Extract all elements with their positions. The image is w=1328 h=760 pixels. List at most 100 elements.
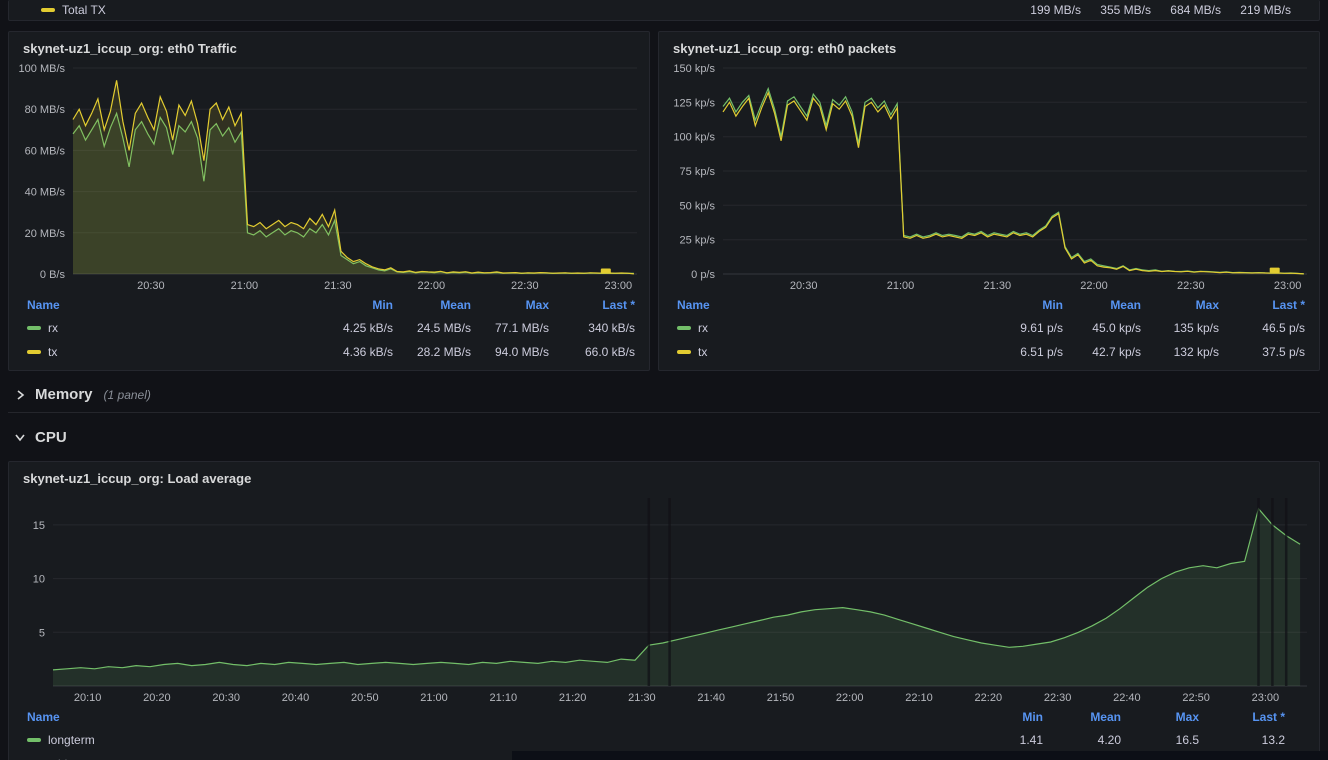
legend-header-name[interactable]: Name (27, 710, 60, 724)
svg-text:21:00: 21:00 (887, 280, 915, 292)
total-tx-mean: 355 MB/s (1100, 2, 1151, 17)
svg-text:22:30: 22:30 (1177, 280, 1205, 292)
tx-max: 94.0 MB/s (494, 345, 549, 359)
svg-text:150 kp/s: 150 kp/s (673, 63, 715, 75)
svg-text:60 MB/s: 60 MB/s (25, 145, 66, 157)
legend-header-max[interactable]: Max (525, 298, 549, 312)
total-tx-series-swatch (41, 7, 55, 12)
legend-header-min[interactable]: Min (372, 298, 393, 312)
tx-series-label[interactable]: tx (48, 345, 58, 359)
svg-text:22:10: 22:10 (905, 692, 933, 704)
rx-mean: 45.0 kp/s (1092, 321, 1141, 335)
svg-text:21:20: 21:20 (559, 692, 587, 704)
svg-text:22:00: 22:00 (836, 692, 864, 704)
svg-text:25 kp/s: 25 kp/s (680, 235, 716, 247)
chevron-right-icon (14, 389, 26, 401)
rx-series-label[interactable]: rx (48, 321, 58, 335)
legend-header-row: Name Min Mean Max Last * (677, 294, 1305, 316)
row-panel-count: (1 panel) (103, 387, 151, 402)
panel-title-load[interactable]: skynet-uz1_iccup_org: Load average (23, 471, 252, 486)
svg-text:21:50: 21:50 (767, 692, 795, 704)
legend-header-max[interactable]: Max (1175, 710, 1199, 724)
longterm-series-label[interactable]: longterm (48, 733, 95, 747)
total-tx-max: 684 MB/s (1170, 2, 1221, 17)
total-tx-panel: Total TX 199 MB/s 355 MB/s 684 MB/s 219 … (8, 0, 1320, 21)
tx-series-label[interactable]: tx (698, 345, 708, 359)
total-tx-min: 199 MB/s (1030, 2, 1081, 17)
rx-max: 77.1 MB/s (494, 321, 549, 335)
legend-row-longterm: longterm 1.41 4.20 16.5 13.2 (27, 728, 1285, 752)
tx-series-swatch (677, 350, 691, 354)
panel-title-traffic[interactable]: skynet-uz1_iccup_org: eth0 Traffic (23, 41, 237, 56)
eth0-packets-chart[interactable]: 0 p/s 25 kp/s 50 kp/s 75 kp/s 100 kp/s 125 kp… (659, 58, 1319, 294)
load-average-chart[interactable]: 5 10 15 20:10 20:20 20:30 20:40 20:50 21:00 21:10… (9, 488, 1319, 706)
svg-text:10: 10 (33, 574, 45, 586)
row-title-memory: Memory (35, 386, 93, 403)
svg-text:23:00: 23:00 (605, 280, 633, 292)
longterm-last: 13.2 (1261, 733, 1285, 747)
eth0-traffic-chart[interactable]: 0 B/s 20 MB/s 40 MB/s 60 MB/s 80 MB/s 100 MB/… (9, 58, 649, 294)
legend-header-row: Name Min Mean Max Last * (27, 706, 1285, 728)
tx-series-swatch (27, 350, 41, 354)
total-tx-series-label[interactable]: Total TX (62, 2, 106, 17)
rx-series-swatch (677, 326, 691, 330)
load-average-panel: skynet-uz1_iccup_org: Load average 5 10 15… (8, 461, 1320, 760)
legend-header-mean[interactable]: Mean (440, 298, 471, 312)
legend-header-last[interactable]: Last * (1252, 710, 1285, 724)
svg-text:20:10: 20:10 (74, 692, 102, 704)
tx-mean: 28.2 MB/s (416, 345, 471, 359)
tx-last: 37.5 p/s (1262, 345, 1305, 359)
legend-header-mean[interactable]: Mean (1090, 710, 1121, 724)
svg-text:22:00: 22:00 (418, 280, 446, 292)
svg-text:50 kp/s: 50 kp/s (680, 200, 716, 212)
legend-header-name[interactable]: Name (27, 298, 60, 312)
legend-header-min[interactable]: Min (1022, 710, 1043, 724)
tx-mean: 42.7 kp/s (1092, 345, 1141, 359)
tx-last: 66.0 kB/s (584, 345, 635, 359)
legend-header-mean[interactable]: Mean (1110, 298, 1141, 312)
svg-text:20:30: 20:30 (137, 280, 165, 292)
svg-text:0 B/s: 0 B/s (40, 269, 66, 281)
rx-min: 4.25 kB/s (342, 321, 393, 335)
svg-text:22:40: 22:40 (1113, 692, 1141, 704)
legend-header-min[interactable]: Min (1042, 298, 1063, 312)
total-tx-legend-row: Total TX 199 MB/s 355 MB/s 684 MB/s 219 … (11, 0, 1317, 19)
svg-text:20:40: 20:40 (282, 692, 310, 704)
svg-text:20 MB/s: 20 MB/s (25, 228, 66, 240)
tx-min: 6.51 p/s (1020, 345, 1063, 359)
longterm-mean: 4.20 (1097, 733, 1121, 747)
svg-text:20:20: 20:20 (143, 692, 171, 704)
svg-text:20:30: 20:30 (790, 280, 818, 292)
rx-last: 340 kB/s (588, 321, 635, 335)
svg-text:20:50: 20:50 (351, 692, 379, 704)
eth0-packets-legend: Name Min Mean Max Last * rx 9.61 p/s 45.… (659, 294, 1319, 370)
legend-header-name[interactable]: Name (677, 298, 710, 312)
svg-text:21:00: 21:00 (420, 692, 448, 704)
svg-text:23:00: 23:00 (1252, 692, 1280, 704)
midterm-series-label[interactable]: midterm (48, 757, 91, 760)
longterm-series-swatch (27, 738, 41, 742)
legend-row-tx: tx 4.36 kB/s 28.2 MB/s 94.0 MB/s 66.0 kB… (27, 340, 635, 364)
svg-text:20:30: 20:30 (212, 692, 240, 704)
svg-text:22:00: 22:00 (1080, 280, 1108, 292)
rx-series-label[interactable]: rx (698, 321, 708, 335)
svg-text:125 kp/s: 125 kp/s (673, 97, 715, 109)
svg-text:23:00: 23:00 (1274, 280, 1302, 292)
eth0-traffic-legend: Name Min Mean Max Last * rx 4.25 kB/s 24… (9, 294, 649, 370)
eth0-traffic-panel: skynet-uz1_iccup_org: eth0 Traffic 0 B/s… (8, 31, 650, 371)
rx-last: 46.5 p/s (1262, 321, 1305, 335)
legend-header-max[interactable]: Max (1195, 298, 1219, 312)
svg-text:21:30: 21:30 (628, 692, 656, 704)
tx-max: 132 kp/s (1173, 345, 1219, 359)
row-header-cpu[interactable]: CPU (8, 419, 1320, 455)
rx-min: 9.61 p/s (1020, 321, 1063, 335)
row-title-cpu: CPU (35, 428, 67, 446)
chevron-down-icon (14, 431, 26, 443)
svg-text:22:50: 22:50 (1182, 692, 1210, 704)
legend-row-rx: rx 4.25 kB/s 24.5 MB/s 77.1 MB/s 340 kB/… (27, 316, 635, 340)
panel-title-packets[interactable]: skynet-uz1_iccup_org: eth0 packets (673, 41, 897, 56)
svg-text:21:30: 21:30 (324, 280, 352, 292)
row-header-memory[interactable]: Memory (1 panel) (8, 377, 1320, 413)
legend-header-last[interactable]: Last * (1272, 298, 1305, 312)
legend-header-last[interactable]: Last * (602, 298, 635, 312)
